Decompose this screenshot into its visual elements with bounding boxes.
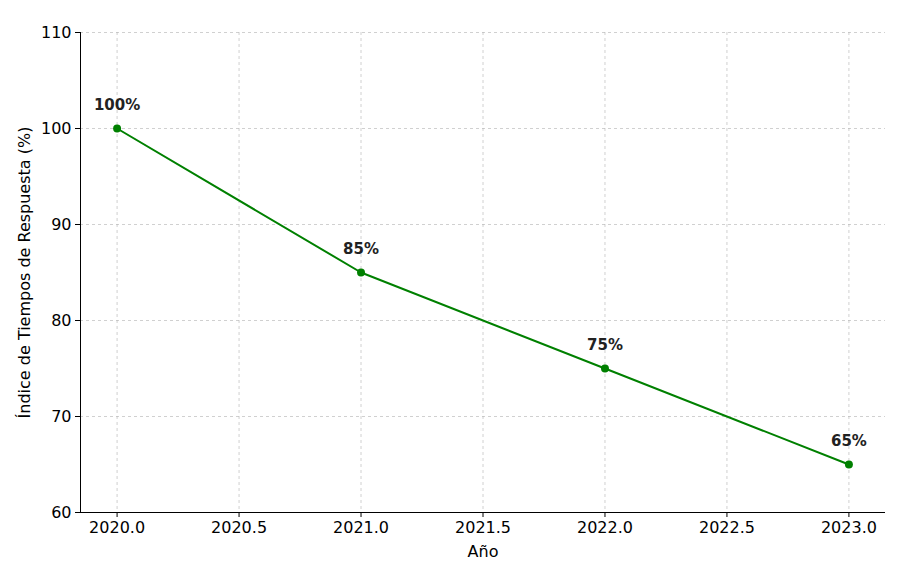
svg-text:2020.0: 2020.0 [89,518,145,537]
svg-text:85%: 85% [343,240,379,258]
svg-text:100%: 100% [94,96,140,114]
svg-text:90: 90 [51,215,71,234]
svg-text:70: 70 [51,407,71,426]
svg-text:2021.5: 2021.5 [455,518,511,537]
svg-text:80: 80 [51,311,71,330]
svg-text:2022.0: 2022.0 [577,518,633,537]
svg-text:65%: 65% [831,432,867,450]
svg-text:75%: 75% [587,336,623,354]
svg-text:2022.5: 2022.5 [699,518,755,537]
svg-text:2023.0: 2023.0 [821,518,877,537]
svg-text:Índice de Tiempos de Respuesta: Índice de Tiempos de Respuesta (%) [15,127,34,419]
svg-text:2021.0: 2021.0 [333,518,389,537]
svg-text:110: 110 [41,23,72,42]
svg-text:100: 100 [41,119,72,138]
svg-text:Año: Año [468,542,499,561]
svg-text:2020.5: 2020.5 [211,518,267,537]
svg-text:60: 60 [51,503,71,522]
